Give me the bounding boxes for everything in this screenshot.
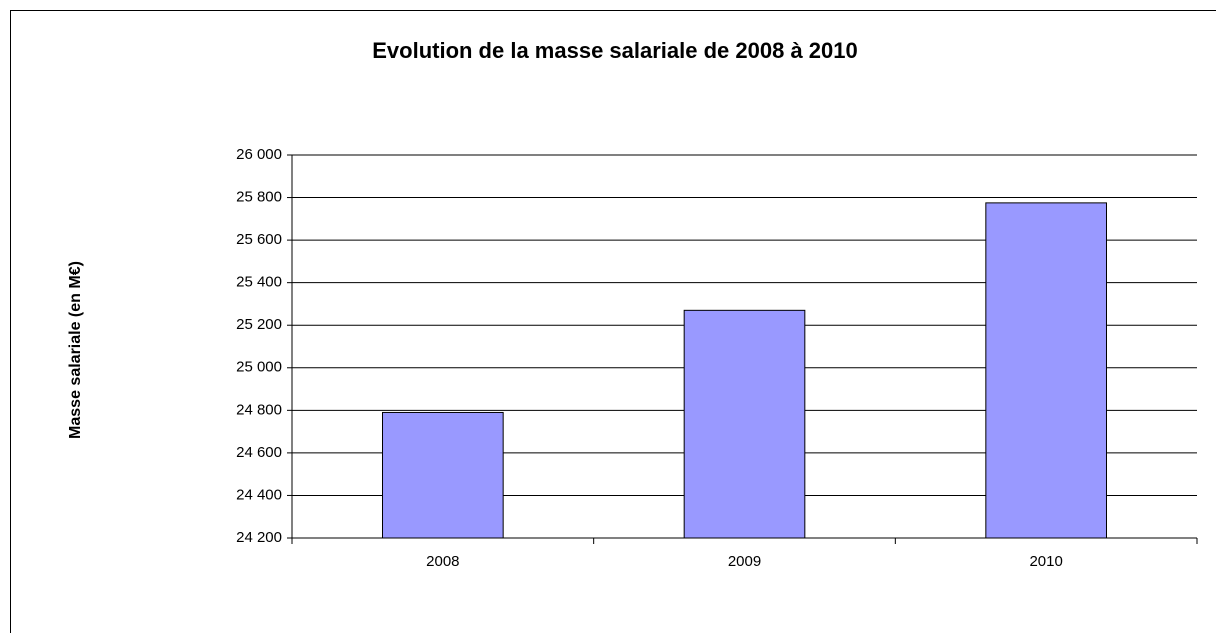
x-tick-label: 2009 <box>728 553 761 570</box>
y-tick-label: 24 600 <box>236 444 282 461</box>
y-tick-label: 25 600 <box>236 231 282 248</box>
x-tick-label: 2010 <box>1029 553 1062 570</box>
y-tick-label: 26 000 <box>236 146 282 163</box>
bar <box>382 411 504 539</box>
y-tick-label: 24 400 <box>236 486 282 503</box>
chart-title: Evolution de la masse salariale de 2008 … <box>372 38 858 63</box>
x-tick-label: 2008 <box>426 553 459 570</box>
bar <box>985 202 1107 539</box>
y-tick-label: 25 000 <box>236 359 282 376</box>
bar <box>683 309 806 539</box>
y-tick-label: 25 400 <box>236 274 282 291</box>
y-tick-label: 24 200 <box>236 529 282 546</box>
y-tick-label: 24 800 <box>236 401 282 418</box>
y-axis-label: Masse salariale (en M€) <box>67 261 84 439</box>
y-tick-label: 25 200 <box>236 316 282 333</box>
y-tick-label: 25 800 <box>236 189 282 206</box>
